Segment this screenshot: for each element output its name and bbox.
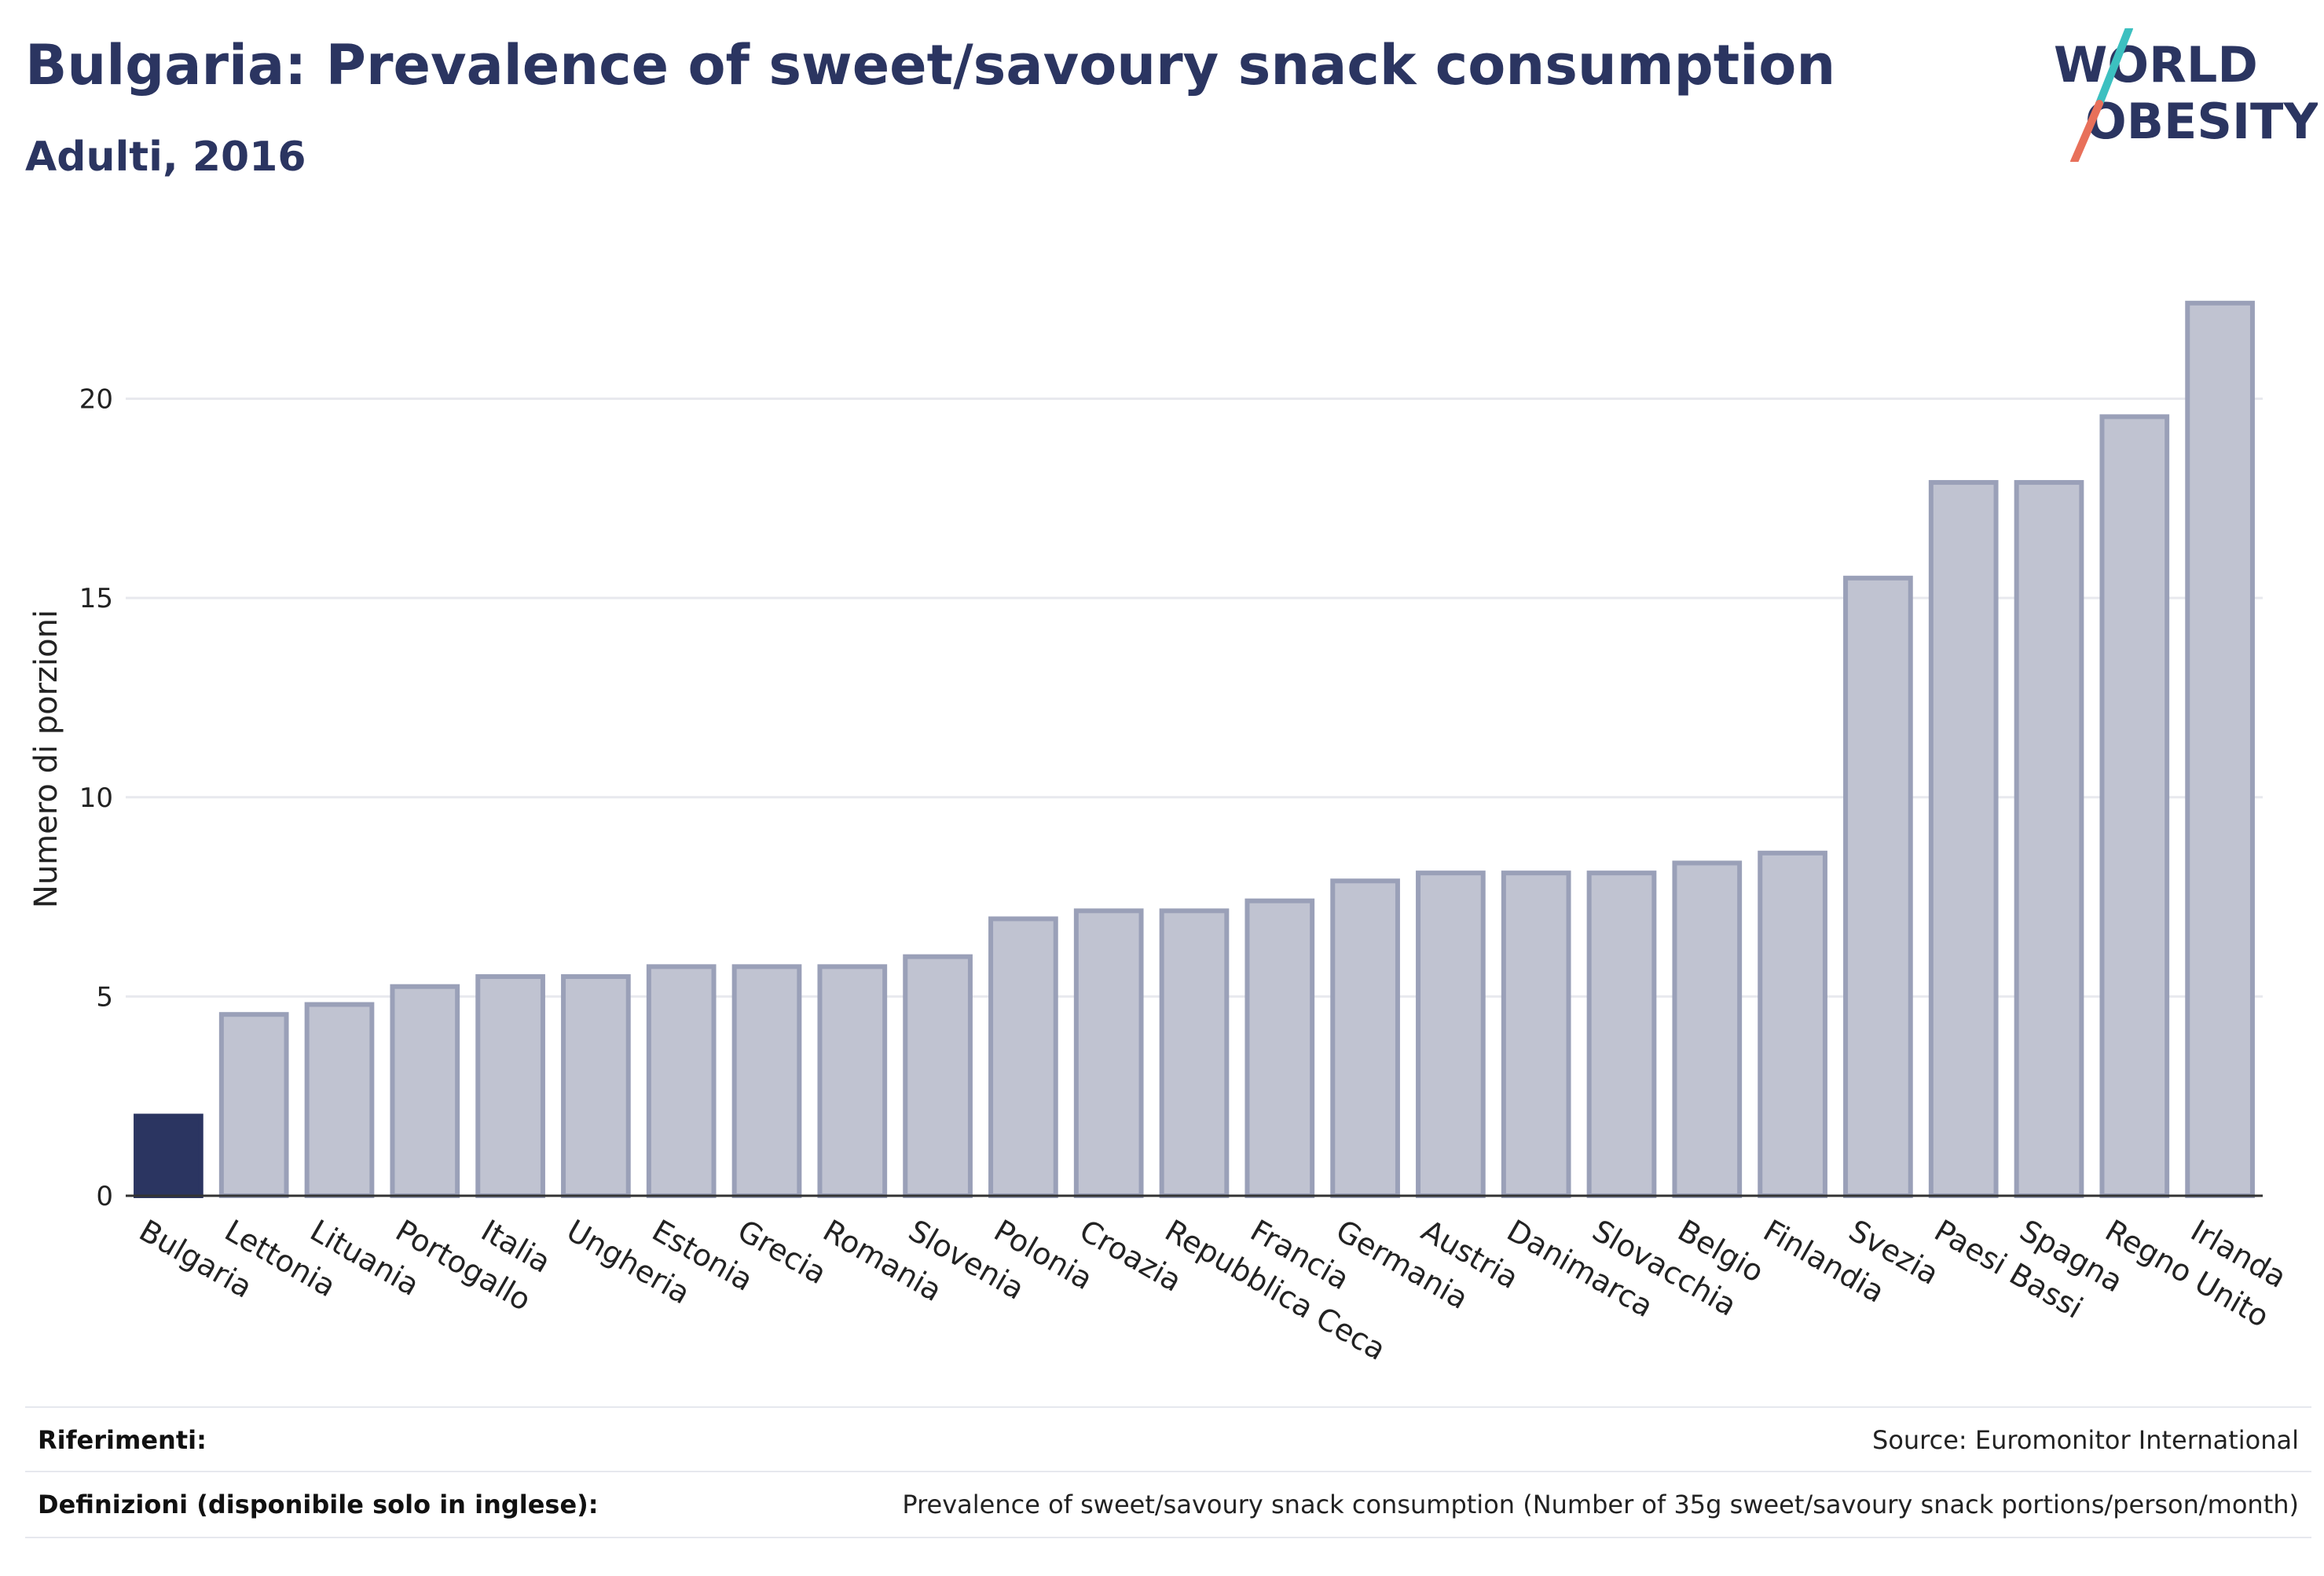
references-label: Riferimenti: xyxy=(38,1425,207,1455)
bar-regno-unito xyxy=(2099,414,2170,1198)
bar-grecia xyxy=(731,964,802,1199)
logo-graphic: WORLD OBESITY xyxy=(2054,24,2319,166)
y-tick-label: 5 xyxy=(96,981,113,1013)
bar-ungheria xyxy=(561,974,631,1198)
logo-line1: WORLD xyxy=(2054,36,2258,93)
bar-danimarca xyxy=(1501,870,1571,1198)
y-tick-labels: 0 5 10 15 20 xyxy=(79,384,113,1212)
bar-austria xyxy=(1416,870,1486,1198)
bar-svezia xyxy=(1843,575,1913,1198)
chart-title: Bulgaria: Prevalence of sweet/savoury sn… xyxy=(25,33,1836,97)
bar-finlandia xyxy=(1758,850,1827,1198)
definitions-row: Definizioni (disponibile solo in inglese… xyxy=(25,1471,2311,1538)
bar-francia xyxy=(1244,898,1315,1199)
references-value: Source: Euromonitor International xyxy=(1872,1425,2299,1455)
y-tick-label: 0 xyxy=(96,1181,113,1212)
bar-lituania xyxy=(304,1002,375,1199)
bar-chart: 0 5 10 15 20 BulgariaLettoniaLituaniaPortoga… xyxy=(28,300,2293,1367)
references-row: Riferimenti: Source: Euromonitor Interna… xyxy=(25,1406,2311,1472)
bar-lettonia xyxy=(218,1012,289,1198)
logo-slash-coral xyxy=(2070,100,2103,166)
x-tick-labels: BulgariaLettoniaLituaniaPortogalloItalia… xyxy=(134,1213,2293,1367)
bar-polonia xyxy=(988,916,1058,1198)
bar-italia xyxy=(475,974,545,1198)
definitions-label: Definizioni (disponibile solo in inglese… xyxy=(38,1490,599,1519)
bars xyxy=(134,300,2255,1199)
bar-slovacchia xyxy=(1586,870,1657,1198)
bar-belgio xyxy=(1672,860,1743,1199)
y-tick-label: 20 xyxy=(79,384,113,416)
definitions-value: Prevalence of sweet/savoury snack consum… xyxy=(902,1490,2299,1519)
bar-germania xyxy=(1330,878,1400,1199)
bar-bulgaria xyxy=(134,1113,203,1199)
y-tick-label: 15 xyxy=(79,583,113,614)
chart-subtitle: Adulti, 2016 xyxy=(25,134,306,181)
bar-spagna xyxy=(2014,480,2084,1198)
world-obesity-logo: WORLD OBESITY xyxy=(2051,24,2319,166)
bar-romania xyxy=(817,964,888,1199)
y-tick-label: 10 xyxy=(79,783,113,814)
bar-portogallo xyxy=(390,984,460,1199)
bar-slovenia xyxy=(903,954,973,1198)
bar-estonia xyxy=(646,964,717,1199)
logo-line2: OBESITY xyxy=(2085,93,2318,150)
logo-slash-teal xyxy=(2095,24,2133,108)
bar-croazia xyxy=(1073,908,1144,1198)
y-axis-label: Numero di porzioni xyxy=(28,610,64,908)
bar-irlanda xyxy=(2185,300,2255,1198)
bar-repubblica-ceca xyxy=(1159,908,1230,1198)
bar-paesi-bassi xyxy=(1928,480,1999,1198)
